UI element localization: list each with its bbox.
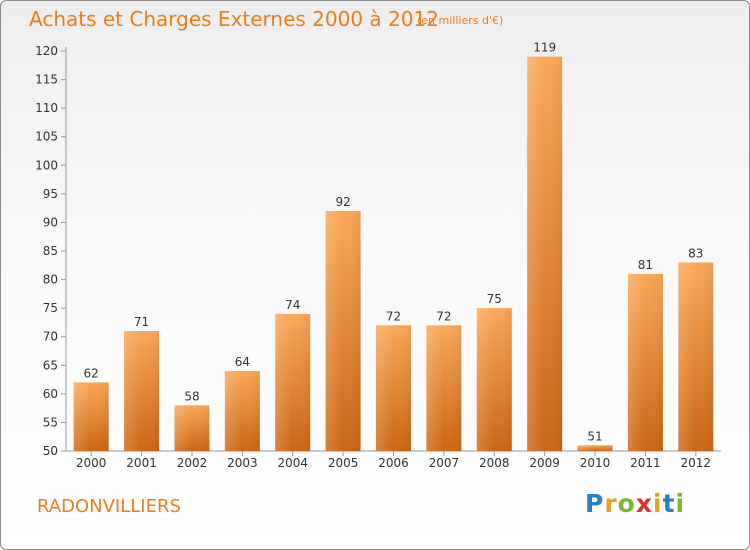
bar-value-label: 83 [688,246,703,260]
x-tick-label: 2012 [681,456,712,470]
bar-shine [325,211,361,451]
bar-shine [476,308,512,451]
bar-value-label: 72 [386,309,401,323]
bar-shine [678,262,714,451]
x-tick-label: 2005 [328,456,359,470]
y-tick-label: 110 [35,101,58,115]
bar-value-label: 64 [235,355,250,369]
bar-value-label: 71 [134,315,149,329]
x-tick-label: 2004 [277,456,308,470]
bar-value-label: 72 [436,309,451,323]
axes: 50 55 60 65 70 75 80 85 90 95 100 105 110 115 120 2000 2… [35,44,721,470]
x-tick-label: 2009 [529,456,560,470]
bar-shine [627,273,663,451]
bar-shine [527,56,563,451]
bar-shine [73,382,109,451]
bar-value-label: 92 [335,195,350,209]
bar-shine [174,405,210,451]
bar-shine [426,325,462,451]
bar-shine [124,331,160,451]
proxiti-logo: Proxiti [585,489,686,518]
data-labels: 62 71 58 64 74 92 72 72 75 119 51 81 83 [84,41,704,444]
chart-title: Achats et Charges Externes 2000 à 2012 [29,7,439,31]
y-tick-label: 60 [43,387,58,401]
bar-value-label: 51 [587,429,602,443]
bar-value-label: 119 [533,41,556,55]
bar-shine [224,371,260,451]
x-tick-label: 2007 [429,456,460,470]
y-tick-label: 105 [35,130,58,144]
y-tick-label: 65 [43,358,58,372]
x-tick-label: 2002 [177,456,208,470]
y-tick-label: 85 [43,244,58,258]
x-tick-label: 2000 [76,456,107,470]
bar-shine [275,313,311,451]
y-tick-label: 100 [35,158,58,172]
x-tick-label: 2003 [227,456,258,470]
bar-shine [376,325,411,451]
bar-value-label: 62 [84,366,99,380]
bar-value-label: 58 [184,389,199,403]
chart-unit: (en milliers d'€) [417,14,504,27]
bar-value-label: 81 [638,258,653,272]
y-tick-label: 75 [43,301,58,315]
y-tick-label: 95 [43,187,58,201]
y-tick-label: 115 [35,73,58,87]
y-tick-label: 50 [43,444,58,458]
y-tick-label: 90 [43,215,58,229]
x-tick-label: 2008 [479,456,510,470]
bar-value-label: 74 [285,298,300,312]
y-tick-label: 80 [43,273,58,287]
x-tick-label: 2001 [126,456,157,470]
bar-value-label: 75 [487,292,502,306]
y-tick-label: 70 [43,330,58,344]
bar-shine [577,445,613,451]
x-tick-label: 2006 [378,456,409,470]
x-tick-label: 2011 [630,456,661,470]
place-name: RADONVILLIERS [37,496,181,517]
y-tick-label: 55 [43,415,58,429]
bars [73,56,714,451]
x-tick-label: 2010 [580,456,611,470]
y-tick-label: 120 [35,44,58,58]
